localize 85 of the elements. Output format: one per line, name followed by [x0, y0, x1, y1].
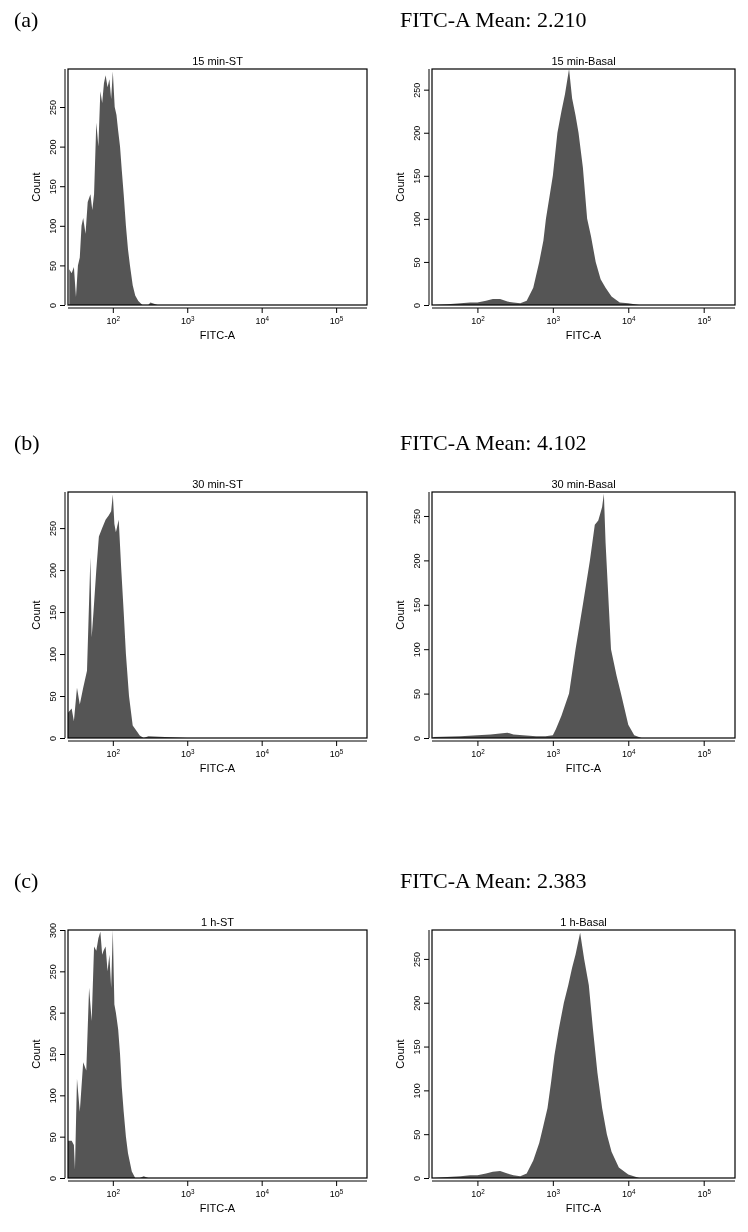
y-tick-label: 150 [48, 1046, 58, 1063]
y-tick-label: 0 [412, 1175, 422, 1182]
y-tick-label: 100 [48, 1088, 58, 1104]
x-tick-label: 10$^{3}$ [180, 314, 195, 326]
text: FITC-A Mean: 2.383 [400, 868, 587, 893]
text: FITC-A Mean: 2.210 [400, 7, 587, 32]
x-tick-label: 10$^{3}$ [180, 747, 195, 759]
x-tick-label: 10$^{3}$ [546, 314, 561, 326]
y-tick-label: 150 [48, 179, 58, 195]
x-tick-label: 10$^{2}$ [471, 1187, 486, 1199]
y-tick-label: 0 [412, 735, 422, 742]
x-tick-label: 10$^{5}$ [329, 314, 344, 326]
y-tick-label: 0 [412, 302, 422, 309]
x-tick-label: 10$^{5}$ [697, 747, 712, 759]
chart-title: 15 min-ST [192, 55, 244, 67]
chart-title: 15 min-Basal [551, 55, 616, 67]
x-tick-label: 10$^{5}$ [697, 314, 712, 326]
y-tick-label: 150 [412, 168, 422, 184]
y-tick-label: 250 [412, 508, 422, 524]
y-tick-label: 250 [412, 82, 422, 98]
y-axis-title: Count [394, 172, 406, 202]
x-axis-title: FITC-A [565, 762, 602, 774]
x-tick-label: 10$^{2}$ [471, 747, 486, 759]
y-tick-label: 50 [412, 1129, 422, 1140]
x-tick-label: 10$^{2}$ [106, 314, 121, 326]
chart-title: 1 h-ST [200, 916, 235, 928]
y-tick-label: 100 [412, 642, 422, 658]
y-axis-title: Count [394, 1039, 406, 1069]
y-tick-label: 0 [48, 735, 58, 742]
x-axis-title: FITC-A [199, 329, 236, 341]
y-tick-label: 200 [412, 995, 422, 1011]
text: (c) [14, 868, 39, 893]
y-tick-label: 200 [412, 553, 422, 569]
y-tick-label: 100 [48, 218, 58, 234]
x-tick-label: 10$^{2}$ [106, 1187, 121, 1199]
y-tick-label: 150 [412, 1039, 422, 1055]
x-tick-label: 10$^{3}$ [546, 747, 561, 759]
y-tick-label: 300 [48, 922, 58, 939]
text: (b) [14, 430, 40, 455]
x-tick-label: 10$^{5}$ [697, 1187, 712, 1199]
x-tick-label: 10$^{4}$ [255, 314, 270, 326]
x-axis-title: FITC-A [199, 762, 236, 774]
y-axis-title: Count [394, 600, 406, 630]
chart-title: 30 min-ST [192, 478, 244, 490]
x-tick-label: 10$^{4}$ [622, 1187, 637, 1199]
y-tick-label: 50 [48, 691, 58, 702]
y-axis-title: Count [30, 172, 42, 202]
y-tick-label: 50 [412, 257, 422, 268]
y-tick-label: 100 [48, 647, 58, 663]
chart-title: 1 h-Basal [560, 916, 607, 928]
chart-title: 30 min-Basal [551, 478, 616, 490]
x-tick-label: 10$^{3}$ [180, 1187, 195, 1199]
x-axis-title: FITC-A [199, 1202, 236, 1214]
y-tick-label: 0 [48, 1175, 58, 1182]
y-tick-label: 100 [412, 1083, 422, 1099]
x-tick-label: 10$^{4}$ [255, 747, 270, 759]
y-tick-label: 200 [48, 563, 58, 579]
y-tick-label: 250 [412, 951, 422, 967]
text: FITC-A Mean: 4.102 [400, 430, 587, 455]
x-tick-label: 10$^{2}$ [106, 747, 121, 759]
x-tick-label: 10$^{5}$ [329, 1187, 344, 1199]
y-tick-label: 50 [48, 1132, 58, 1143]
y-tick-label: 250 [48, 964, 58, 980]
x-tick-label: 10$^{3}$ [546, 1187, 561, 1199]
y-tick-label: 50 [48, 260, 58, 271]
x-axis-title: FITC-A [565, 329, 602, 341]
x-axis-title: FITC-A [565, 1202, 602, 1214]
y-tick-label: 250 [48, 100, 58, 116]
y-tick-label: 200 [48, 1005, 58, 1021]
x-tick-label: 10$^{4}$ [622, 747, 637, 759]
y-tick-label: 50 [412, 689, 422, 700]
y-tick-label: 150 [412, 597, 422, 613]
y-tick-label: 150 [48, 605, 58, 621]
y-tick-label: 200 [48, 139, 58, 155]
x-tick-label: 10$^{4}$ [255, 1187, 270, 1199]
y-axis-title: Count [30, 600, 42, 630]
x-tick-label: 10$^{5}$ [329, 747, 344, 759]
y-tick-label: 200 [412, 125, 422, 141]
y-axis-title: Count [30, 1039, 42, 1069]
y-tick-label: 250 [48, 521, 58, 537]
x-tick-label: 10$^{4}$ [622, 314, 637, 326]
text: (a) [14, 7, 39, 32]
y-tick-label: 100 [412, 211, 422, 227]
y-tick-label: 0 [48, 302, 58, 309]
x-tick-label: 10$^{2}$ [471, 314, 486, 326]
